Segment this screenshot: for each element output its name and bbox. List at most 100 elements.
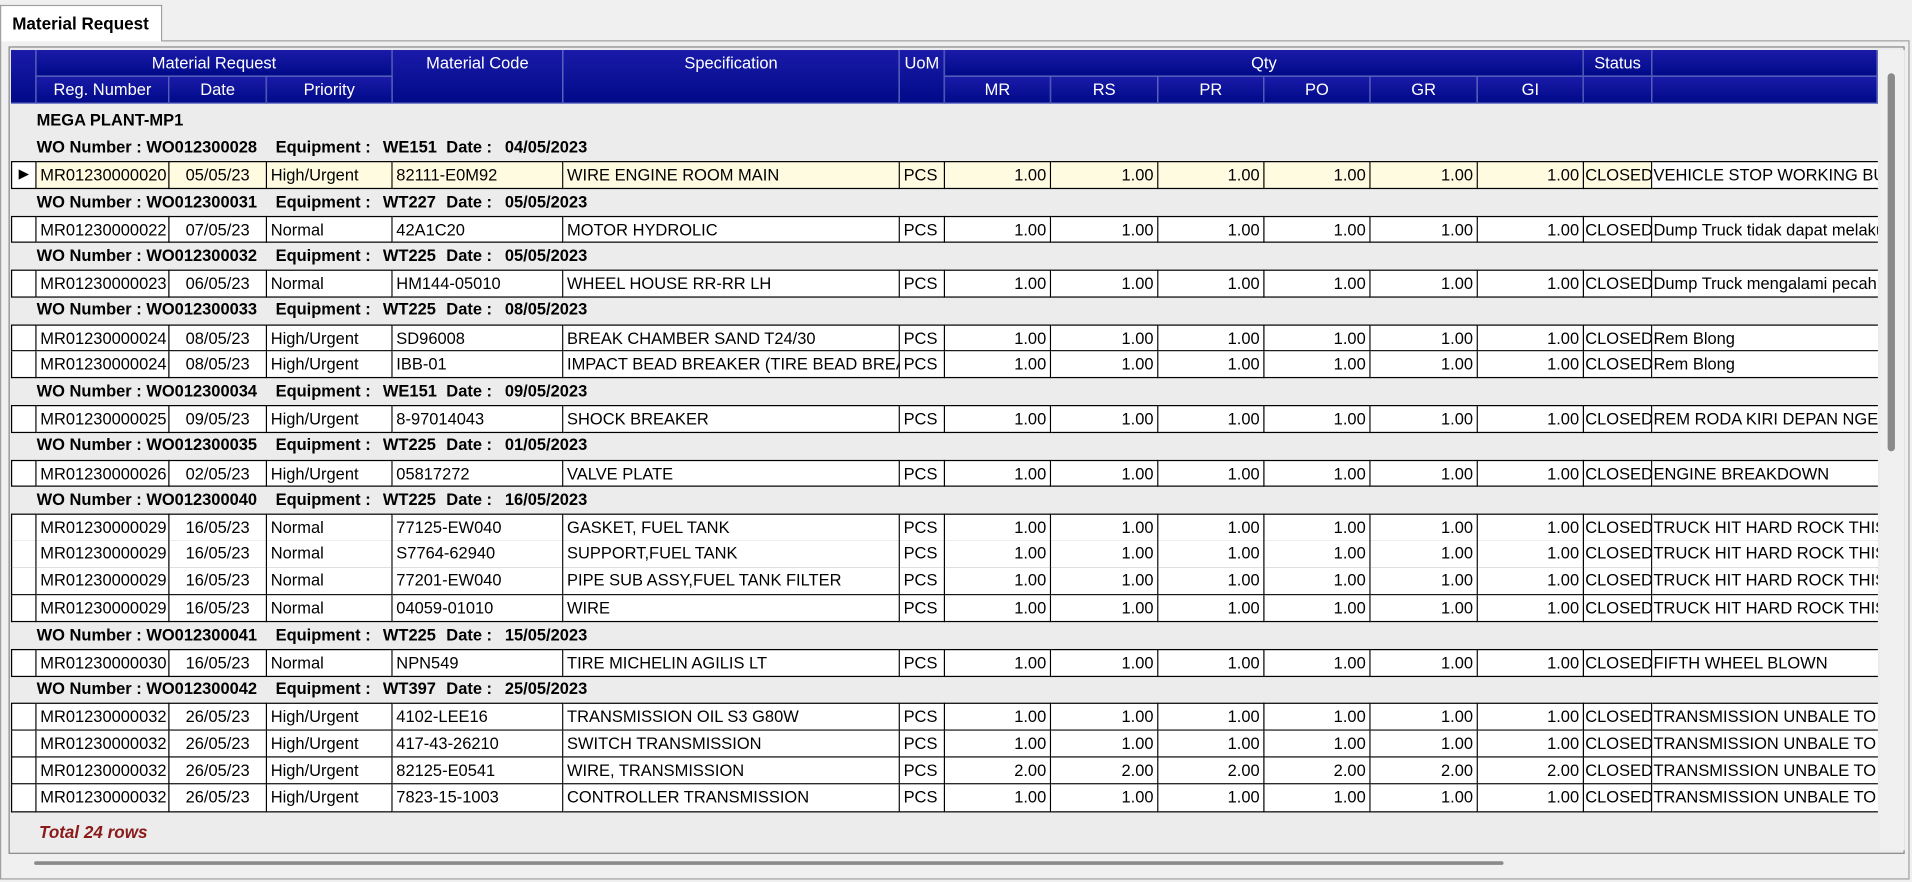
table-cell[interactable]: MR01230000029	[36, 513, 170, 542]
table-cell[interactable]: CONTROLLER TRANSMISSION	[563, 784, 900, 813]
table-cell[interactable]: 1.00	[1370, 215, 1478, 244]
table-cell[interactable]: 1.00	[1477, 161, 1585, 190]
table-cell[interactable]: Normal	[267, 648, 393, 677]
table-cell[interactable]: 26/05/23	[169, 784, 268, 813]
table-cell[interactable]: 1.00	[1477, 648, 1585, 677]
table-cell[interactable]: 1.00	[1264, 784, 1371, 813]
table-cell[interactable]: 1.00	[945, 784, 1052, 813]
table-cell[interactable]: 2.00	[1477, 757, 1585, 785]
table-cell[interactable]: 08/05/23	[169, 351, 268, 379]
table-cell[interactable]: 1.00	[1051, 730, 1159, 758]
table-cell[interactable]: PCS	[899, 513, 946, 542]
table-cell[interactable]: MR01230000026	[36, 459, 170, 488]
row-indicator[interactable]	[10, 594, 37, 623]
table-cell[interactable]: TRUCK HIT HARD ROCK THIS R	[1652, 540, 1878, 569]
table-cell[interactable]: PCS	[899, 323, 946, 352]
table-cell[interactable]: Dump Truck mengalami pecah p	[1652, 269, 1878, 298]
table-cell[interactable]: 1.00	[1051, 567, 1159, 596]
table-cell[interactable]: CLOSED	[1584, 161, 1653, 190]
table-cell[interactable]: 1.00	[1477, 540, 1585, 569]
table-cell[interactable]: MR01230000020	[36, 161, 170, 190]
table-cell[interactable]: HM144-05010	[392, 269, 564, 298]
table-cell[interactable]: 05817272	[392, 459, 564, 488]
table-cell[interactable]: MR01230000032	[36, 757, 170, 785]
tab[interactable]: Material Request	[0, 4, 163, 42]
row-indicator[interactable]	[10, 351, 37, 379]
table-cell[interactable]: 82125-E0541	[392, 757, 564, 785]
table-cell[interactable]: 1.00	[945, 540, 1052, 569]
table-cell[interactable]: High/Urgent	[267, 703, 393, 731]
table-cell[interactable]: 1.00	[1477, 730, 1585, 758]
table-cell[interactable]: High/Urgent	[267, 459, 393, 488]
table-cell[interactable]: Normal	[267, 513, 393, 542]
table-cell[interactable]: MR01230000029	[36, 540, 170, 569]
table-cell[interactable]: 07/05/23	[169, 215, 268, 244]
table-cell[interactable]: CLOSED	[1584, 269, 1653, 298]
h-scroll-thumb[interactable]	[34, 861, 1504, 865]
table-cell[interactable]: High/Urgent	[267, 161, 393, 190]
table-cell[interactable]: MR01230000032	[36, 784, 170, 813]
table-cell[interactable]: 1.00	[945, 459, 1052, 488]
table-cell[interactable]: 7823-15-1003	[392, 784, 564, 813]
table-cell[interactable]: TRUCK HIT HARD ROCK THIS R	[1652, 513, 1878, 542]
table-cell[interactable]: CLOSED	[1584, 405, 1653, 433]
table-cell[interactable]: CLOSED	[1584, 459, 1653, 488]
table-cell[interactable]: 16/05/23	[169, 567, 268, 596]
table-cell[interactable]: TRANSMISSION UNBALE TO C	[1652, 757, 1878, 785]
table-cell[interactable]: CLOSED	[1584, 757, 1653, 785]
table-cell[interactable]: PCS	[899, 703, 946, 731]
table-cell[interactable]: 1.00	[1051, 459, 1159, 488]
row-indicator[interactable]	[10, 215, 37, 244]
table-cell[interactable]: 1.00	[945, 323, 1052, 352]
table-cell[interactable]: 1.00	[1158, 703, 1265, 731]
table-cell[interactable]: High/Urgent	[267, 757, 393, 785]
table-cell[interactable]: 1.00	[945, 703, 1052, 731]
table-cell[interactable]: CLOSED	[1584, 703, 1653, 731]
table-cell[interactable]: 1.00	[1051, 648, 1159, 677]
table-cell[interactable]: 1.00	[1264, 269, 1371, 298]
table-cell[interactable]: 1.00	[945, 594, 1052, 623]
table-cell[interactable]: GASKET, FUEL TANK	[563, 513, 900, 542]
table-cell[interactable]: WHEEL HOUSE RR-RR LH	[563, 269, 900, 298]
table-cell[interactable]: 1.00	[1264, 405, 1371, 433]
table-cell[interactable]: 08/05/23	[169, 323, 268, 352]
row-indicator[interactable]	[10, 730, 37, 758]
table-cell[interactable]: 1.00	[1158, 594, 1265, 623]
table-cell[interactable]: PCS	[899, 540, 946, 569]
table-cell[interactable]: CLOSED	[1584, 351, 1653, 379]
table-cell[interactable]: 1.00	[1051, 405, 1159, 433]
table-cell[interactable]: CLOSED	[1584, 567, 1653, 596]
table-cell[interactable]: 1.00	[1158, 540, 1265, 569]
table-cell[interactable]: 1.00	[945, 351, 1052, 379]
table-cell[interactable]: PCS	[899, 405, 946, 433]
table-cell[interactable]: 2.00	[1158, 757, 1265, 785]
table-cell[interactable]: Normal	[267, 594, 393, 623]
table-cell[interactable]: 1.00	[1051, 323, 1159, 352]
table-cell[interactable]: 1.00	[1477, 513, 1585, 542]
table-cell[interactable]: 1.00	[1477, 459, 1585, 488]
row-indicator[interactable]	[10, 540, 37, 569]
table-cell[interactable]: High/Urgent	[267, 351, 393, 379]
table-cell[interactable]: 1.00	[1158, 648, 1265, 677]
table-cell[interactable]: CLOSED	[1584, 215, 1653, 244]
table-cell[interactable]: Normal	[267, 215, 393, 244]
table-cell[interactable]: 1.00	[1158, 513, 1265, 542]
table-cell[interactable]: VALVE PLATE	[563, 459, 900, 488]
table-cell[interactable]: 1.00	[1370, 323, 1478, 352]
table-cell[interactable]: Rem Blong	[1652, 323, 1878, 352]
table-cell[interactable]: 1.00	[1158, 215, 1265, 244]
table-cell[interactable]: Dump Truck tidak dapat melaku	[1652, 215, 1878, 244]
table-cell[interactable]: 1.00	[1051, 540, 1159, 569]
table-cell[interactable]: WIRE	[563, 594, 900, 623]
table-cell[interactable]: MR01230000032	[36, 730, 170, 758]
table-cell[interactable]: 1.00	[1158, 459, 1265, 488]
table-cell[interactable]: PCS	[899, 161, 946, 190]
table-cell[interactable]: 1.00	[1158, 730, 1265, 758]
table-cell[interactable]: PCS	[899, 757, 946, 785]
table-cell[interactable]: PCS	[899, 269, 946, 298]
table-cell[interactable]: Normal	[267, 269, 393, 298]
table-cell[interactable]: 1.00	[1158, 161, 1265, 190]
table-cell[interactable]: Normal	[267, 540, 393, 569]
table-cell[interactable]: 417-43-26210	[392, 730, 564, 758]
table-cell[interactable]: PIPE SUB ASSY,FUEL TANK FILTER	[563, 567, 900, 596]
